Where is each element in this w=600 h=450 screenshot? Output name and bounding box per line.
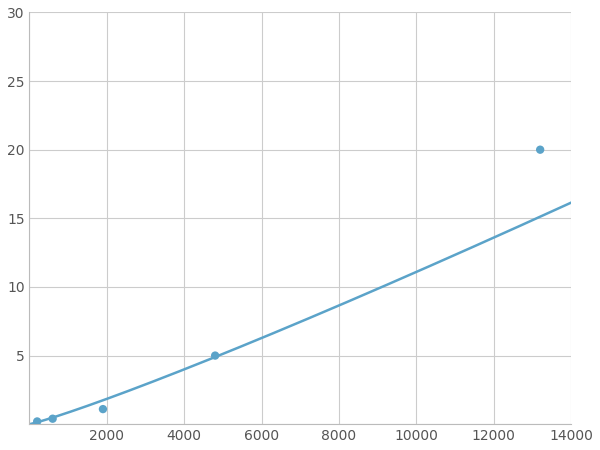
Point (32, 418, 42, 425)
Point (211, 352, 220, 359)
Point (98, 405, 108, 413)
Point (535, 146, 545, 153)
Point (48, 415, 58, 422)
